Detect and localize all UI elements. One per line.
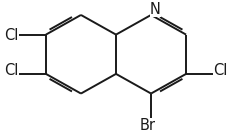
Text: Br: Br: [139, 118, 155, 133]
Text: N: N: [149, 2, 160, 17]
Text: Cl: Cl: [5, 28, 19, 43]
Text: Cl: Cl: [212, 63, 226, 78]
Text: Cl: Cl: [5, 63, 19, 78]
